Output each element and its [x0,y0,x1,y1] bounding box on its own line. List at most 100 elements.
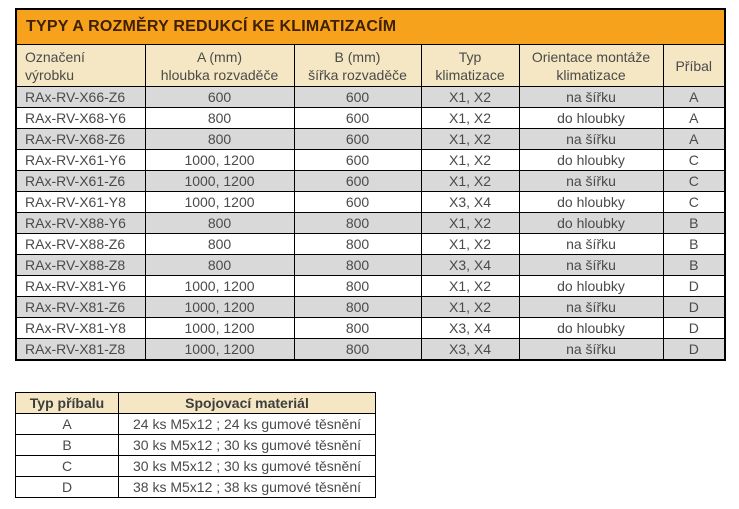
accessory-table-cell: C [15,454,119,477]
table-row: RAx-RV-X88-Y6 800 800 X1, X2 do hloubky B [15,212,726,234]
main-table-cell: RAx-RV-X61-Y6 [15,149,146,171]
main-table-cell: X1, X2 [420,107,520,129]
main-table-cell: 600 [293,107,422,129]
main-table-cell: 800 [144,128,295,150]
main-table-cell: X1, X2 [420,233,520,255]
main-table-cell: 600 [293,170,422,192]
accessory-table-cell: D [15,475,119,498]
accessory-header-row: Typ příbalu Spojovací materiál [15,391,376,414]
main-table-cell: do hloubky [518,149,664,171]
main-table-cell: RAx-RV-X88-Z6 [15,233,146,255]
table-row: RAx-RV-X66-Z6 600 600 X1, X2 na šířku A [15,86,726,108]
main-table-cell: 800 [144,107,295,129]
main-table-cell: B [662,254,726,276]
main-table-cell: RAx-RV-X88-Z8 [15,254,146,276]
main-table-cell: 1000, 1200 [144,275,295,297]
main-table-cell: RAx-RV-X68-Y6 [15,107,146,129]
main-table-cell: X3, X4 [420,317,520,339]
main-table-cell: 600 [293,191,422,213]
main-table-cell: 800 [293,275,422,297]
main-table-cell: A [662,128,726,150]
main-table-cell: na šířku [518,338,664,360]
main-table-cell: 600 [293,149,422,171]
main-table-cell: D [662,296,726,318]
accessory-table-cell: A [15,412,119,435]
main-table-cell: na šířku [518,86,664,108]
main-table-cell: do hloubky [518,317,664,339]
main-table: TYPY A ROZMĚRY REDUKCÍ KE KLIMATIZACÍM O… [15,8,727,361]
main-table-cell: X1, X2 [420,149,520,171]
main-table-cell: do hloubky [518,212,664,234]
header-row: Označení výrobku A (mm) hloubka rozvaděč… [15,44,726,87]
main-table-cell: B [662,212,726,234]
main-table-cell: 800 [293,233,422,255]
column-header-package-type: Typ příbalu [15,391,119,414]
main-table-cell: RAx-RV-X66-Z6 [15,86,146,108]
main-table-cell: na šířku [518,233,664,255]
column-header-product: Označení výrobku [15,44,146,87]
main-table-cell: X1, X2 [420,212,520,234]
main-table-cell: A [662,86,726,108]
column-header-width: B (mm) šířka rozvaděče [293,44,422,87]
main-table-cell: RAx-RV-X61-Z6 [15,170,146,192]
main-table-cell: 800 [293,212,422,234]
main-table-cell: 800 [293,254,422,276]
main-table-cell: do hloubky [518,275,664,297]
column-header-orientation: Orientace montáže klimatizace [518,44,664,87]
main-table-cell: X3, X4 [420,254,520,276]
main-table-cell: RAx-RV-X81-Y6 [15,275,146,297]
page-content: TYPY A ROZMĚRY REDUKCÍ KE KLIMATIZACÍM O… [15,8,727,498]
table-row: RAx-RV-X88-Z8 800 800 X3, X4 na šířku B [15,254,726,276]
main-table-cell: 800 [293,296,422,318]
accessory-table-cell: 30 ks M5x12 ; 30 ks gumové těsnění [118,433,376,456]
table-row: C 30 ks M5x12 ; 30 ks gumové těsnění [15,454,376,477]
table-row: RAx-RV-X81-Z8 1000, 1200 800 X3, X4 na šířku… [15,338,726,360]
main-table-cell: X1, X2 [420,296,520,318]
accessory-table-cell: 24 ks M5x12 ; 24 ks gumové těsnění [118,412,376,435]
main-table-cell: 1000, 1200 [144,338,295,360]
accessory-table-body: A 24 ks M5x12 ; 24 ks gumové těsnění B 30 k… [15,412,376,498]
column-header-ac-type: Typ klimatizace [420,44,520,87]
main-table-cell: na šířku [518,254,664,276]
main-table-cell: 600 [293,128,422,150]
table-row: RAx-RV-X81-Y6 1000, 1200 800 X1, X2 do hloub… [15,275,726,297]
main-table-cell: D [662,317,726,339]
main-table-cell: X1, X2 [420,170,520,192]
main-table-cell: 600 [293,86,422,108]
table-row: B 30 ks M5x12 ; 30 ks gumové těsnění [15,433,376,456]
main-table-cell: RAx-RV-X81-Z6 [15,296,146,318]
main-table-cell: A [662,107,726,129]
main-table-cell: X1, X2 [420,275,520,297]
table-row: D 38 ks M5x12 ; 38 ks gumové těsnění [15,475,376,498]
main-table-cell: D [662,338,726,360]
main-table-cell: 800 [144,233,295,255]
main-table-cell: 1000, 1200 [144,296,295,318]
table-row: A 24 ks M5x12 ; 24 ks gumové těsnění [15,412,376,435]
main-table-cell: 1000, 1200 [144,191,295,213]
main-table-cell: do hloubky [518,107,664,129]
column-header-package: Příbal [662,44,726,87]
main-table-cell: 1000, 1200 [144,149,295,171]
main-table-cell: na šířku [518,128,664,150]
table-row: RAx-RV-X61-Z6 1000, 1200 600 X1, X2 na šířku… [15,170,726,192]
main-table-cell: C [662,149,726,171]
main-table-cell: na šířku [518,170,664,192]
title-row: TYPY A ROZMĚRY REDUKCÍ KE KLIMATIZACÍM [15,8,726,45]
main-table-cell: do hloubky [518,191,664,213]
column-header-depth: A (mm) hloubka rozvaděče [144,44,295,87]
main-table-cell: RAx-RV-X68-Z6 [15,128,146,150]
table-row: RAx-RV-X61-Y6 1000, 1200 600 X1, X2 do hloub… [15,149,726,171]
main-table-cell: D [662,275,726,297]
main-table-cell: C [662,170,726,192]
main-table-cell: RAx-RV-X81-Z8 [15,338,146,360]
main-table-cell: X3, X4 [420,338,520,360]
page-title: TYPY A ROZMĚRY REDUKCÍ KE KLIMATIZACÍM [15,8,726,45]
accessory-table-cell: B [15,433,119,456]
table-row: RAx-RV-X68-Z6 800 600 X1, X2 na šířku A [15,128,726,150]
main-table-cell: na šířku [518,296,664,318]
table-row: RAx-RV-X81-Y8 1000, 1200 800 X3, X4 do hloub… [15,317,726,339]
main-table-cell: 800 [293,317,422,339]
main-table-cell: RAx-RV-X88-Y6 [15,212,146,234]
accessory-table: Typ příbalu Spojovací materiál A 24 ks M5… [15,391,376,498]
accessory-table-cell: 30 ks M5x12 ; 30 ks gumové těsnění [118,454,376,477]
